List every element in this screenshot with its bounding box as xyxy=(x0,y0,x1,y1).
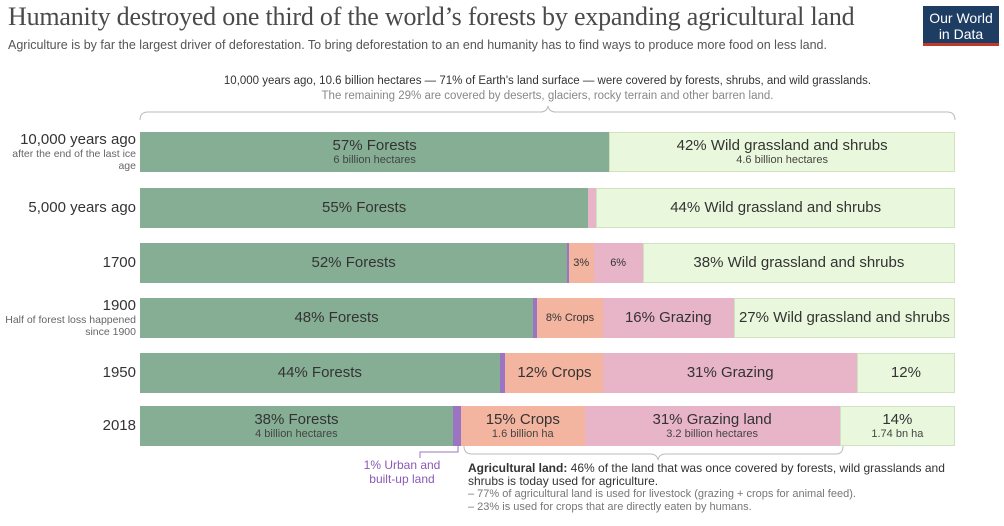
row-label-sub: Half of forest loss happened since 1900 xyxy=(5,314,136,338)
segment-label: 38% Forests xyxy=(254,411,339,428)
agri-line-1: – 77% of agricultural land is used for l… xyxy=(468,488,856,500)
bar-segment-urban xyxy=(452,406,462,446)
segment-label: 12% xyxy=(890,364,921,381)
bar-segment-forest: 55% Forests xyxy=(140,188,589,228)
bar-segment-urban xyxy=(567,243,569,283)
bar-segment-grazing: 31% Grazing land 3.2 billion hectares xyxy=(584,406,840,446)
row-label-text: 1950 xyxy=(102,364,136,381)
agri-bold: Agricultural land: xyxy=(468,461,568,475)
row-label-text: 1900 xyxy=(102,297,136,314)
segment-label: 15% Crops xyxy=(485,411,560,428)
segment-sub-label: 1.74 bn ha xyxy=(871,428,924,440)
bar-segment-forest: 52% Forests xyxy=(140,243,568,283)
segment-label: 44% Wild grassland and shrubs xyxy=(670,199,882,216)
bar-segment-forest: 48% Forests xyxy=(140,298,534,338)
bar-segment-wild: 42% Wild grassland and shrubs 4.6 billion… xyxy=(609,132,955,172)
segment-label: 3% xyxy=(573,257,590,269)
segment-label: 57% Forests xyxy=(332,137,417,154)
top-note: 10,000 years ago, 10.6 billion hectares … xyxy=(223,75,872,87)
bar-segment-forest: 38% Forests 4 billion hectares xyxy=(140,406,453,446)
row-label-sub: after the end of the last ice age xyxy=(12,148,136,172)
row-label: 1900 Half of forest loss happened since 1… xyxy=(0,297,136,338)
bar-segment-wild: 44% Wild grassland and shrubs xyxy=(596,188,955,228)
bar-segment-urban xyxy=(499,353,506,393)
logo-line-2: in Data xyxy=(938,26,984,42)
bar-segment-crops: 12% Crops xyxy=(505,353,604,393)
owid-logo[interactable]: Our World in Data xyxy=(923,6,999,46)
segment-label: 31% Grazing xyxy=(686,364,774,381)
segment-label: 44% Forests xyxy=(277,364,362,381)
row-label: 1950 xyxy=(0,364,136,381)
bar-segment-wild: 14% 1.74 bn ha xyxy=(839,406,955,446)
segment-sub-label: 3.2 billion hectares xyxy=(666,428,758,440)
segment-label: 8% Crops xyxy=(545,312,595,324)
segment-sub-label: 4.6 billion hectares xyxy=(736,154,828,166)
row-label: 5,000 years ago xyxy=(0,199,136,216)
bar-segment-crops: 8% Crops xyxy=(537,298,603,338)
segment-label: 52% Forests xyxy=(311,254,396,271)
bar-segment-wild: 38% Wild grassland and shrubs xyxy=(642,243,955,283)
segment-label: 27% Wild grassland and shrubs xyxy=(738,309,950,326)
bar-segment-wild: 27% Wild grassland and shrubs xyxy=(733,298,955,338)
agricultural-annotation: Agricultural land: 46% of the land that … xyxy=(468,462,948,514)
segment-label: 14% xyxy=(882,411,913,428)
logo-line-1: Our World xyxy=(929,10,993,26)
segment-label: 48% Forests xyxy=(294,309,379,326)
top-note-secondary: The remaining 29% are covered by deserts… xyxy=(321,90,774,102)
bar-segment-grazing xyxy=(588,188,597,228)
row-label-text: 1700 xyxy=(102,254,136,271)
bar-segment-grazing: 31% Grazing xyxy=(603,353,857,393)
bar-segment-urban xyxy=(533,298,538,338)
segment-label: 42% Wild grassland and shrubs xyxy=(676,137,888,154)
bar-segment-forest: 44% Forests xyxy=(140,353,500,393)
segment-sub-label: 4 billion hectares xyxy=(255,428,338,440)
chart-subtitle: Agriculture is by far the largest driver… xyxy=(8,38,827,52)
segment-sub-label: 1.6 billion ha xyxy=(491,428,554,440)
row-label: 10,000 years ago after the end of the las… xyxy=(0,131,136,172)
bar-segment-crops: 15% Crops 1.6 billion ha xyxy=(461,406,585,446)
row-label: 2018 xyxy=(0,417,136,434)
urban-annotation: 1% Urban and built-up land xyxy=(363,458,441,486)
agri-line-2: – 23% is used for crops that are directl… xyxy=(468,501,752,513)
segment-label: 55% Forests xyxy=(322,199,407,216)
top-bracket xyxy=(139,105,956,121)
row-label-text: 2018 xyxy=(102,417,136,434)
bar-segment-forest: 57% Forests 6 billion hectares xyxy=(140,132,610,172)
row-label-text: 5,000 years ago xyxy=(28,199,136,216)
bar-segment-grazing: 16% Grazing xyxy=(602,298,734,338)
segment-label: 12% Crops xyxy=(517,364,592,381)
segment-label: 31% Grazing land xyxy=(652,411,772,428)
segment-label: 38% Wild grassland and shrubs xyxy=(693,254,905,271)
chart-title: Humanity destroyed one third of the worl… xyxy=(8,2,855,31)
segment-sub-label: 6 billion hectares xyxy=(333,154,416,166)
urban-bracket xyxy=(419,446,459,458)
segment-label: 6% xyxy=(610,257,627,269)
bar-segment-grazing: 6% xyxy=(593,243,643,283)
bar-segment-crops: 3% xyxy=(568,243,594,283)
agri-text: 46% of the land that was once covered by… xyxy=(468,461,945,488)
bar-segment-wild: 12% xyxy=(856,353,955,393)
segment-label: 16% Grazing xyxy=(624,309,712,326)
row-label-text: 10,000 years ago xyxy=(20,131,136,148)
row-label: 1700 xyxy=(0,254,136,271)
agri-bracket xyxy=(463,445,844,461)
